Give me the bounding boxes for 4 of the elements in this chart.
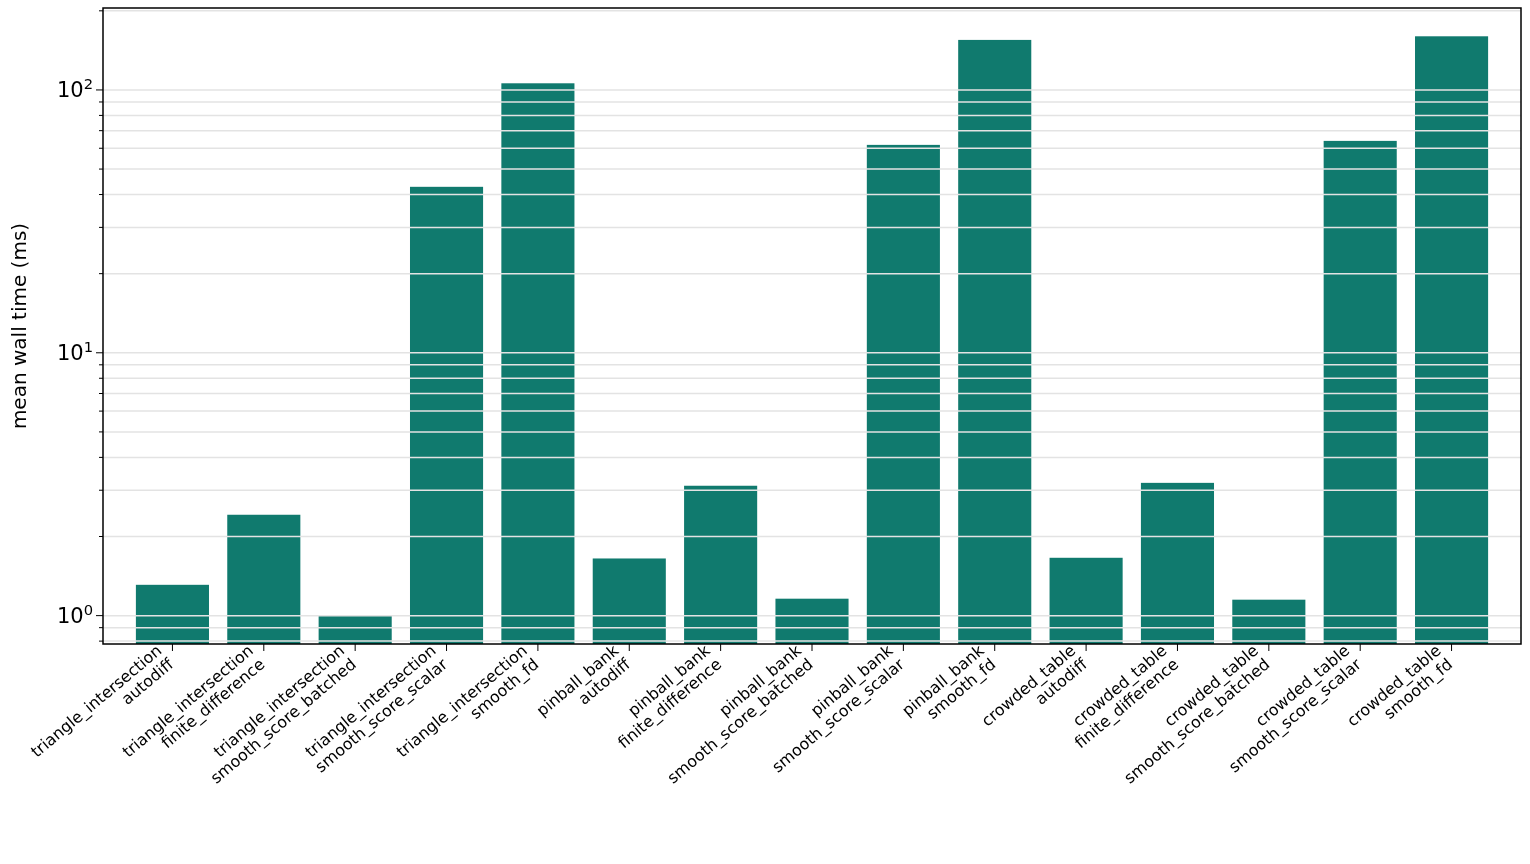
y-tick-label: 10$^{2}$	[56, 74, 93, 103]
y-axis-title: mean wall time (ms)	[7, 222, 31, 430]
y-tick-label: 10$^{0}$	[56, 600, 93, 628]
y-tick-label: 10$^{1}$	[56, 337, 93, 366]
